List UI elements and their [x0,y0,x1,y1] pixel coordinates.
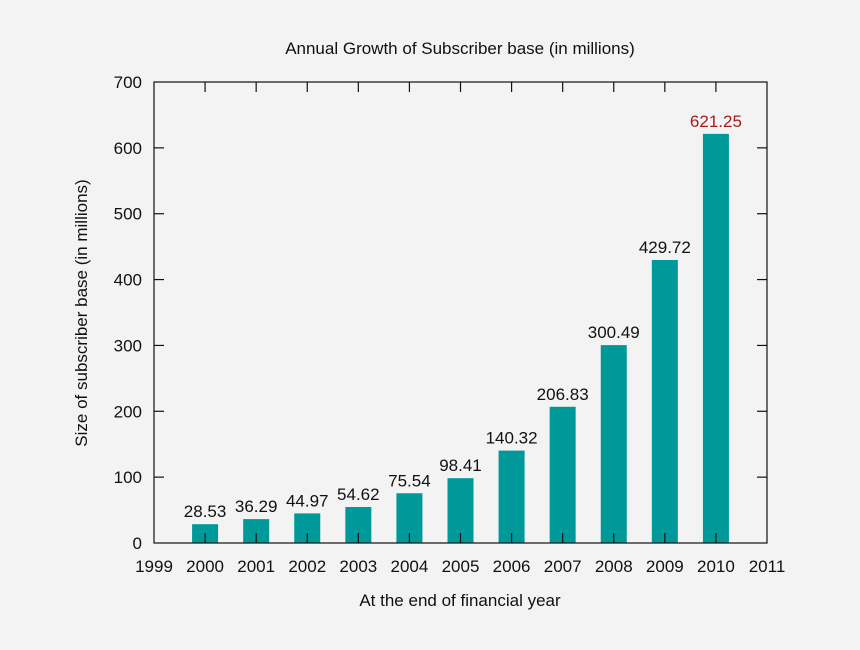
bar-2010 [702,133,729,544]
y-tick-label: 300 [114,336,142,355]
y-tick-label: 100 [114,468,142,487]
data-label-2005: 98.41 [439,456,482,475]
bar-2009 [651,259,678,543]
plot-frame [153,81,768,544]
x-tick-label: 2007 [544,557,582,576]
y-tick-label: 0 [133,534,142,553]
data-label-2003: 54.62 [337,485,380,504]
bar-2001 [243,519,270,543]
x-tick-label: 2004 [391,557,429,576]
x-tick-label: 1999 [135,557,173,576]
x-tick-label: 2010 [697,557,735,576]
data-label-2000: 28.53 [184,502,227,521]
x-tick-label: 2005 [442,557,480,576]
y-axis-label: Size of subscriber base (in millions) [72,179,91,446]
x-axis-label: At the end of financial year [359,591,561,610]
y-tick-label: 500 [114,205,142,224]
y-tick-label: 600 [114,139,142,158]
ticks-group: 0 100 200 300 400 500 600 700 1999 2000 2001 2002 20… [114,73,786,576]
data-label-2010: 621.25 [690,112,742,131]
chart-title: Annual Growth of Subscriber base (in mil… [285,39,635,58]
bars-group [192,133,729,544]
bar-2006 [498,450,525,543]
x-tick-label: 2002 [288,557,326,576]
y-tick-label: 400 [114,271,142,290]
x-tick-label: 2006 [493,557,531,576]
data-label-2004: 75.54 [388,471,431,490]
data-label-2001: 36.29 [235,497,278,516]
x-tick-label: 2011 [749,557,786,576]
data-label-2009: 429.72 [639,238,691,257]
bar-2008 [600,345,627,543]
data-label-2007: 206.83 [537,385,589,404]
y-tick-label: 700 [114,73,142,92]
x-tick-label: 2000 [186,557,224,576]
y-tick-label: 200 [114,402,142,421]
bar-2007 [549,406,576,543]
x-tick-label: 2003 [339,557,377,576]
bar-2005 [447,478,474,543]
data-label-2006: 140.32 [486,429,538,448]
x-tick-label: 2001 [237,557,275,576]
data-label-2002: 44.97 [286,491,329,510]
data-label-2008: 300.49 [588,323,640,342]
x-tick-label: 2008 [595,557,633,576]
x-tick-label: 2009 [646,557,684,576]
